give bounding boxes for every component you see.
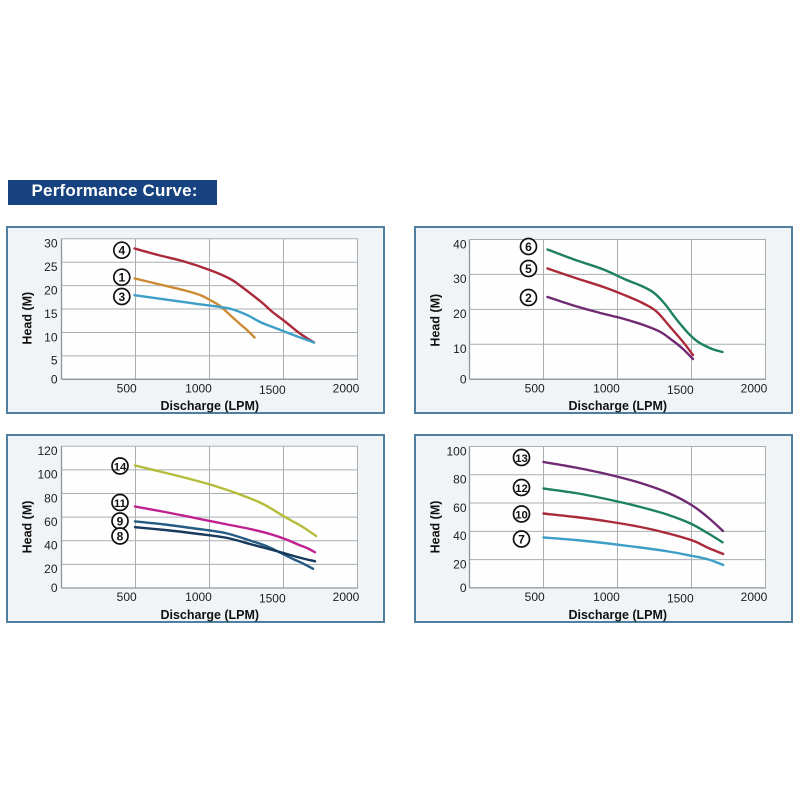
svg-text:40: 40 [44, 539, 58, 553]
svg-text:500: 500 [524, 590, 544, 604]
svg-text:5: 5 [51, 354, 58, 368]
svg-text:14: 14 [114, 461, 127, 473]
svg-text:2000: 2000 [740, 381, 767, 395]
svg-text:1500: 1500 [259, 591, 286, 605]
svg-text:20: 20 [453, 557, 467, 571]
svg-text:1: 1 [118, 271, 125, 285]
svg-text:Head (M): Head (M) [20, 292, 34, 345]
svg-text:7: 7 [518, 532, 525, 546]
svg-text:1500: 1500 [259, 383, 286, 397]
svg-text:20: 20 [453, 307, 467, 321]
svg-text:20: 20 [44, 283, 58, 297]
svg-text:80: 80 [453, 473, 467, 487]
svg-text:40: 40 [453, 529, 467, 543]
svg-text:0: 0 [51, 581, 58, 595]
svg-text:20: 20 [44, 562, 58, 576]
svg-text:5: 5 [525, 261, 532, 275]
svg-text:12: 12 [515, 483, 528, 495]
svg-text:10: 10 [453, 342, 467, 356]
svg-text:2000: 2000 [333, 590, 360, 604]
svg-text:2: 2 [525, 290, 532, 304]
svg-text:Discharge (LPM): Discharge (LPM) [160, 399, 259, 413]
svg-text:120: 120 [37, 444, 57, 458]
svg-text:500: 500 [524, 381, 544, 395]
svg-text:100: 100 [446, 444, 466, 458]
svg-text:13: 13 [515, 453, 528, 465]
svg-text:4: 4 [118, 244, 125, 258]
svg-text:10: 10 [44, 330, 58, 344]
svg-text:Discharge (LPM): Discharge (LPM) [568, 608, 667, 622]
svg-text:2000: 2000 [333, 382, 360, 396]
svg-text:60: 60 [453, 501, 467, 515]
svg-text:Head (M): Head (M) [428, 293, 442, 346]
svg-text:30: 30 [44, 237, 58, 251]
svg-text:1000: 1000 [593, 381, 620, 395]
svg-text:2000: 2000 [740, 590, 767, 604]
svg-text:100: 100 [37, 468, 57, 482]
svg-text:0: 0 [459, 372, 466, 386]
svg-text:1500: 1500 [666, 592, 693, 606]
svg-text:500: 500 [117, 590, 137, 604]
svg-text:8: 8 [117, 529, 124, 543]
svg-text:1000: 1000 [593, 590, 620, 604]
svg-text:1000: 1000 [185, 590, 212, 604]
svg-text:80: 80 [44, 491, 58, 505]
svg-text:6: 6 [525, 239, 532, 253]
svg-text:500: 500 [117, 382, 137, 396]
svg-text:1000: 1000 [185, 382, 212, 396]
svg-text:Discharge (LPM): Discharge (LPM) [568, 399, 667, 413]
svg-text:40: 40 [453, 237, 467, 251]
svg-text:1500: 1500 [666, 382, 693, 396]
svg-text:60: 60 [44, 515, 58, 529]
svg-text:Head (M): Head (M) [20, 501, 34, 554]
svg-text:0: 0 [459, 581, 466, 595]
svg-text:Head (M): Head (M) [428, 501, 442, 554]
svg-text:9: 9 [117, 514, 124, 528]
svg-text:25: 25 [44, 260, 58, 274]
svg-text:15: 15 [44, 307, 58, 321]
svg-text:11: 11 [114, 498, 126, 510]
svg-text:Discharge (LPM): Discharge (LPM) [160, 608, 259, 622]
svg-text:10: 10 [515, 509, 528, 521]
svg-text:0: 0 [51, 373, 58, 387]
svg-text:3: 3 [118, 290, 125, 304]
svg-text:30: 30 [453, 272, 467, 286]
